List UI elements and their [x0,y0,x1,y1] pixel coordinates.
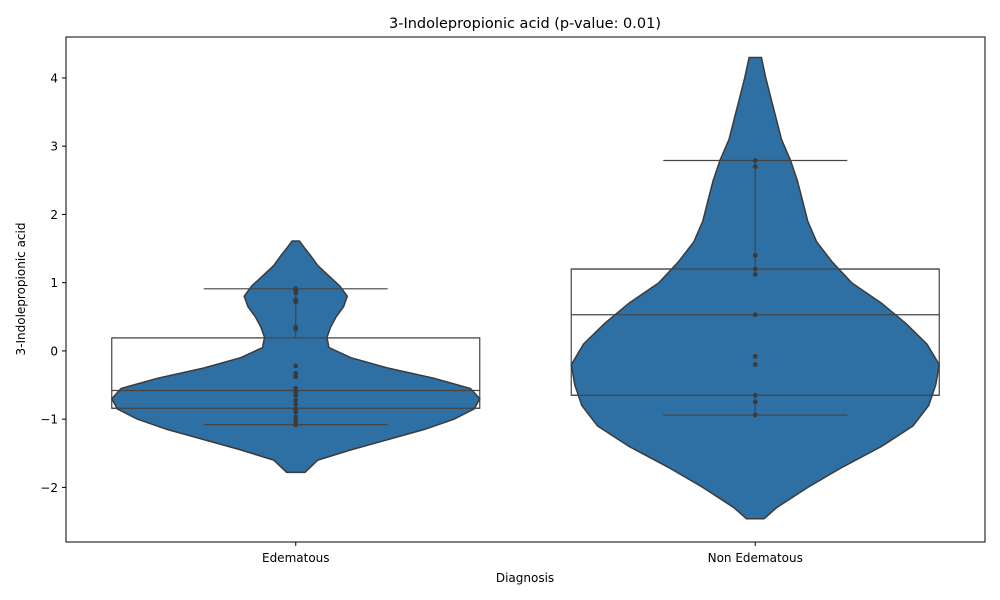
data-point [752,312,758,318]
y-axis-label: 3-Indolepropionic acid [14,223,28,356]
violin-group-2 [570,56,941,520]
y-axis: −2 −1 0 1 2 3 4 [40,71,66,495]
violin-body [570,56,941,520]
data-point [293,401,299,407]
y-tick-label: 4 [50,71,58,85]
violin-group-1 [110,240,481,474]
data-point [752,272,758,277]
data-point [293,386,299,391]
y-tick-label: 2 [50,208,58,222]
data-point [293,409,299,415]
data-point [293,406,299,412]
data-point [752,412,758,418]
x-tick-label: Edematous [262,551,330,565]
data-point [293,418,299,423]
x-tick-label: Non Edematous [708,551,803,565]
x-axis-label: Diagnosis [496,571,554,585]
y-tick-label: 0 [50,344,58,358]
data-point [293,422,299,428]
data-point [293,290,299,296]
y-tick-label: −2 [40,481,58,495]
plot-area [110,56,941,520]
data-point [752,158,758,163]
data-point [293,371,299,376]
data-point [293,363,299,369]
plot-frame [65,36,986,543]
y-tick-label: −1 [40,413,58,427]
data-point [752,392,758,398]
data-point [293,414,299,420]
data-point [293,397,299,403]
data-point [293,299,299,305]
y-tick-label: 3 [50,140,58,154]
data-point [752,266,758,272]
data-point [293,326,299,332]
data-point [293,374,299,380]
data-point [293,389,299,395]
y-tick-label: 1 [50,276,58,290]
data-point [752,362,758,367]
violin-body [110,240,481,474]
data-point [752,252,758,258]
chart-title: 3-Indolepropionic acid (p-value: 0.01) [389,16,661,32]
data-point [293,392,299,398]
data-point [752,353,758,359]
data-point [752,399,758,405]
x-axis: Edematous Non Edematous [262,542,803,565]
data-point [752,164,758,170]
